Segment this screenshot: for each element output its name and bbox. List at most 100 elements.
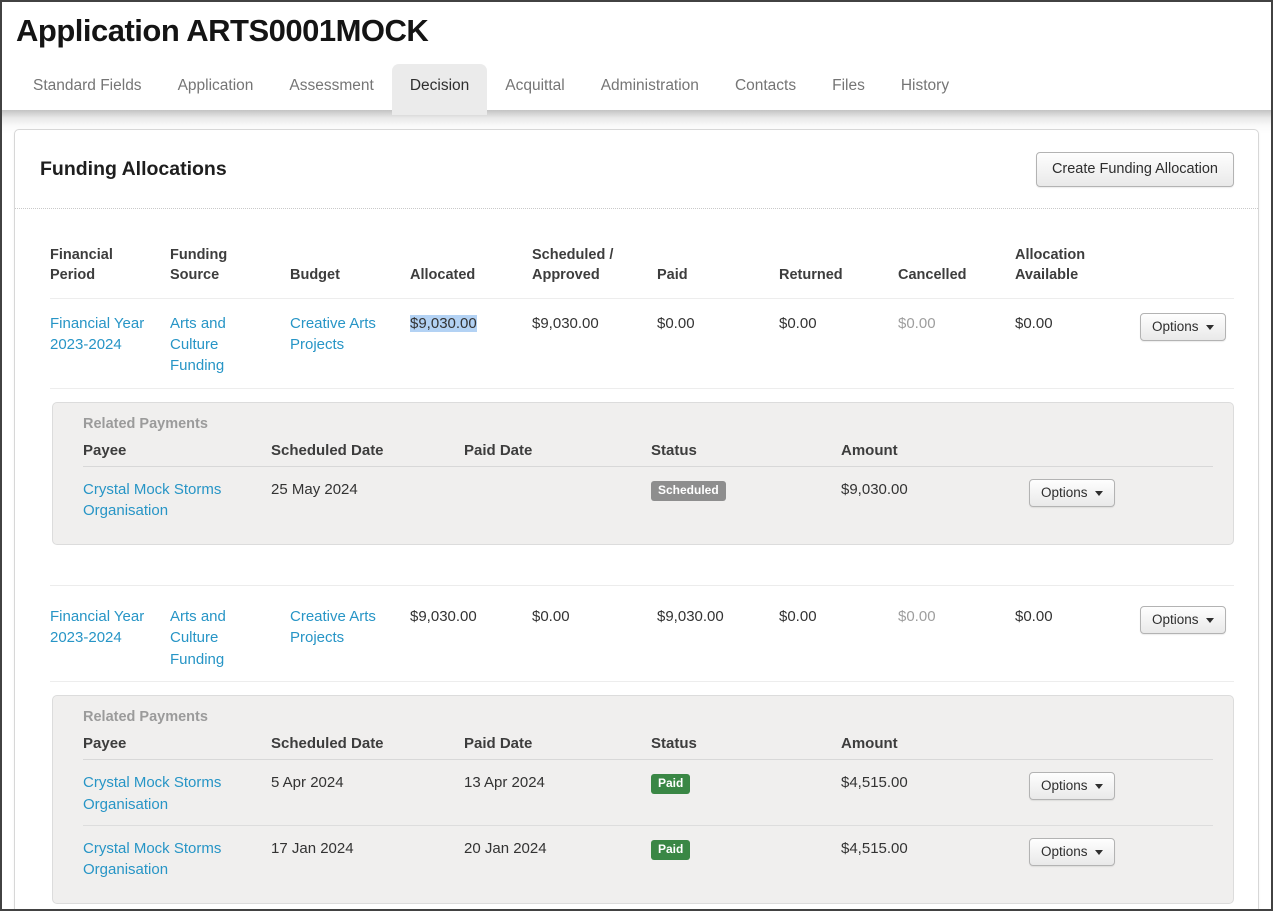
scheduled-date-value: 25 May 2024 xyxy=(271,480,358,498)
options-label: Options xyxy=(1041,484,1088,500)
col-paid: Paid xyxy=(657,267,688,284)
options-label: Options xyxy=(1152,318,1199,334)
payments-header-row: Payee Scheduled Date Paid Date Status Am… xyxy=(83,434,1213,467)
scheduled-approved-value: $9,030.00 xyxy=(532,314,599,332)
tab-standard-fields[interactable]: Standard Fields xyxy=(33,77,142,94)
allocation-group: Financial Year 2023-2024 Arts and Cultur… xyxy=(50,299,1234,545)
payment-row: Crystal Mock Storms Organisation 17 Jan … xyxy=(83,824,1213,891)
col-financial-period: Financial Period xyxy=(50,247,113,284)
allocation-available-value: $0.00 xyxy=(1015,314,1053,332)
allocations-table: Financial Period Funding Source Budget A… xyxy=(15,209,1258,909)
funding-source-link[interactable]: Arts and Culture Funding xyxy=(170,314,226,375)
status-badge: Paid xyxy=(651,839,691,861)
chevron-down-icon xyxy=(1094,849,1103,855)
col-status: Status xyxy=(651,735,697,753)
payment-row: Crystal Mock Storms Organisation 25 May … xyxy=(83,467,1213,532)
options-label: Options xyxy=(1041,843,1088,859)
col-scheduled-date: Scheduled Date xyxy=(271,735,384,753)
col-allocation-available: Allocation Available xyxy=(1015,247,1086,284)
amount-value: $9,030.00 xyxy=(841,480,908,498)
tab-decision[interactable]: Decision xyxy=(391,64,488,115)
cancelled-value: $0.00 xyxy=(898,314,936,332)
allocations-header-row: Financial Period Funding Source Budget A… xyxy=(50,209,1234,299)
options-label: Options xyxy=(1041,778,1088,794)
tab-bar: Standard Fields Application Assessment D… xyxy=(2,64,1271,115)
tab-acquittal[interactable]: Acquittal xyxy=(505,77,565,94)
payment-options-button[interactable]: Options xyxy=(1029,772,1115,801)
col-payee: Payee xyxy=(83,441,127,459)
col-payee: Payee xyxy=(83,735,127,753)
page-title: Application ARTS0001MOCK xyxy=(16,13,429,48)
tab-files[interactable]: Files xyxy=(832,77,865,94)
budget-link[interactable]: Creative Arts Projects xyxy=(290,314,376,354)
returned-value: $0.00 xyxy=(779,607,817,625)
tab-application[interactable]: Application xyxy=(177,77,254,94)
allocation-group: Financial Year 2023-2024 Arts and Cultur… xyxy=(50,584,1234,904)
cancelled-value: $0.00 xyxy=(898,607,936,625)
col-scheduled-approved: Scheduled / Approved xyxy=(532,247,614,284)
tab-contacts[interactable]: Contacts xyxy=(734,77,797,94)
payee-link[interactable]: Crystal Mock Storms Organisation xyxy=(83,839,222,879)
scheduled-approved-value: $0.00 xyxy=(532,607,570,625)
funding-allocations-card: Funding Allocations Create Funding Alloc… xyxy=(14,129,1259,909)
content-area: Funding Allocations Create Funding Alloc… xyxy=(2,110,1271,909)
allocated-value: $9,030.00 xyxy=(410,607,477,625)
funding-source-link[interactable]: Arts and Culture Funding xyxy=(170,607,226,668)
related-payments-panel: Related Payments Payee Scheduled Date Pa… xyxy=(52,401,1234,545)
tab-assessment[interactable]: Assessment xyxy=(289,77,374,94)
col-paid-date: Paid Date xyxy=(464,735,533,753)
payment-options-button[interactable]: Options xyxy=(1029,478,1115,507)
tab-history[interactable]: History xyxy=(900,77,950,94)
chevron-down-icon xyxy=(1094,490,1103,496)
col-returned: Returned xyxy=(779,267,843,284)
allocation-options-button[interactable]: Options xyxy=(1140,605,1226,634)
divider xyxy=(50,681,1234,683)
col-funding-source: Funding Source xyxy=(170,247,228,284)
col-status: Status xyxy=(651,441,697,459)
paid-date-value: 20 Jan 2024 xyxy=(464,839,547,857)
options-label: Options xyxy=(1152,611,1199,627)
chevron-down-icon xyxy=(1205,617,1214,623)
payments-header-row: Payee Scheduled Date Paid Date Status Am… xyxy=(83,727,1213,761)
create-funding-allocation-button[interactable]: Create Funding Allocation xyxy=(1035,152,1234,187)
col-cancelled: Cancelled xyxy=(898,267,967,284)
related-payments-title: Related Payments xyxy=(83,709,208,726)
payee-link[interactable]: Crystal Mock Storms Organisation xyxy=(83,480,222,520)
chevron-down-icon xyxy=(1205,324,1214,330)
col-budget: Budget xyxy=(290,267,340,284)
paid-value: $9,030.00 xyxy=(657,607,724,625)
section-title: Funding Allocations xyxy=(40,158,227,180)
col-allocated: Allocated xyxy=(410,267,476,284)
allocation-row: Financial Year 2023-2024 Arts and Cultur… xyxy=(50,586,1234,681)
financial-period-link[interactable]: Financial Year 2023-2024 xyxy=(50,314,145,354)
col-amount: Amount xyxy=(841,735,898,753)
page-header: Application ARTS0001MOCK xyxy=(2,2,1271,49)
col-paid-date: Paid Date xyxy=(464,441,533,459)
allocation-row: Financial Year 2023-2024 Arts and Cultur… xyxy=(50,299,1234,388)
financial-period-link[interactable]: Financial Year 2023-2024 xyxy=(50,607,145,647)
paid-date-value: 13 Apr 2024 xyxy=(464,774,545,792)
scheduled-date-value: 5 Apr 2024 xyxy=(271,774,344,792)
amount-value: $4,515.00 xyxy=(841,774,908,792)
status-badge: Scheduled xyxy=(651,480,726,502)
divider xyxy=(50,387,1234,389)
payment-options-button[interactable]: Options xyxy=(1029,837,1115,866)
paid-value: $0.00 xyxy=(657,314,695,332)
create-funding-allocation-label: Create Funding Allocation xyxy=(1051,161,1218,177)
payee-link[interactable]: Crystal Mock Storms Organisation xyxy=(83,774,222,813)
tab-administration[interactable]: Administration xyxy=(600,77,699,94)
returned-value: $0.00 xyxy=(779,314,817,332)
allocated-value-selected: $9,030.00 xyxy=(410,314,477,332)
status-badge: Paid xyxy=(651,774,691,795)
col-amount: Amount xyxy=(841,441,898,459)
chevron-down-icon xyxy=(1094,784,1103,790)
related-payments-panel: Related Payments Payee Scheduled Date Pa… xyxy=(52,695,1234,904)
budget-link[interactable]: Creative Arts Projects xyxy=(290,607,376,647)
payment-row: Crystal Mock Storms Organisation 5 Apr 2… xyxy=(83,760,1213,825)
amount-value: $4,515.00 xyxy=(841,839,908,857)
allocation-available-value: $0.00 xyxy=(1015,607,1053,625)
allocation-options-button[interactable]: Options xyxy=(1140,312,1226,341)
card-header: Funding Allocations Create Funding Alloc… xyxy=(15,130,1258,209)
col-scheduled-date: Scheduled Date xyxy=(271,441,384,459)
